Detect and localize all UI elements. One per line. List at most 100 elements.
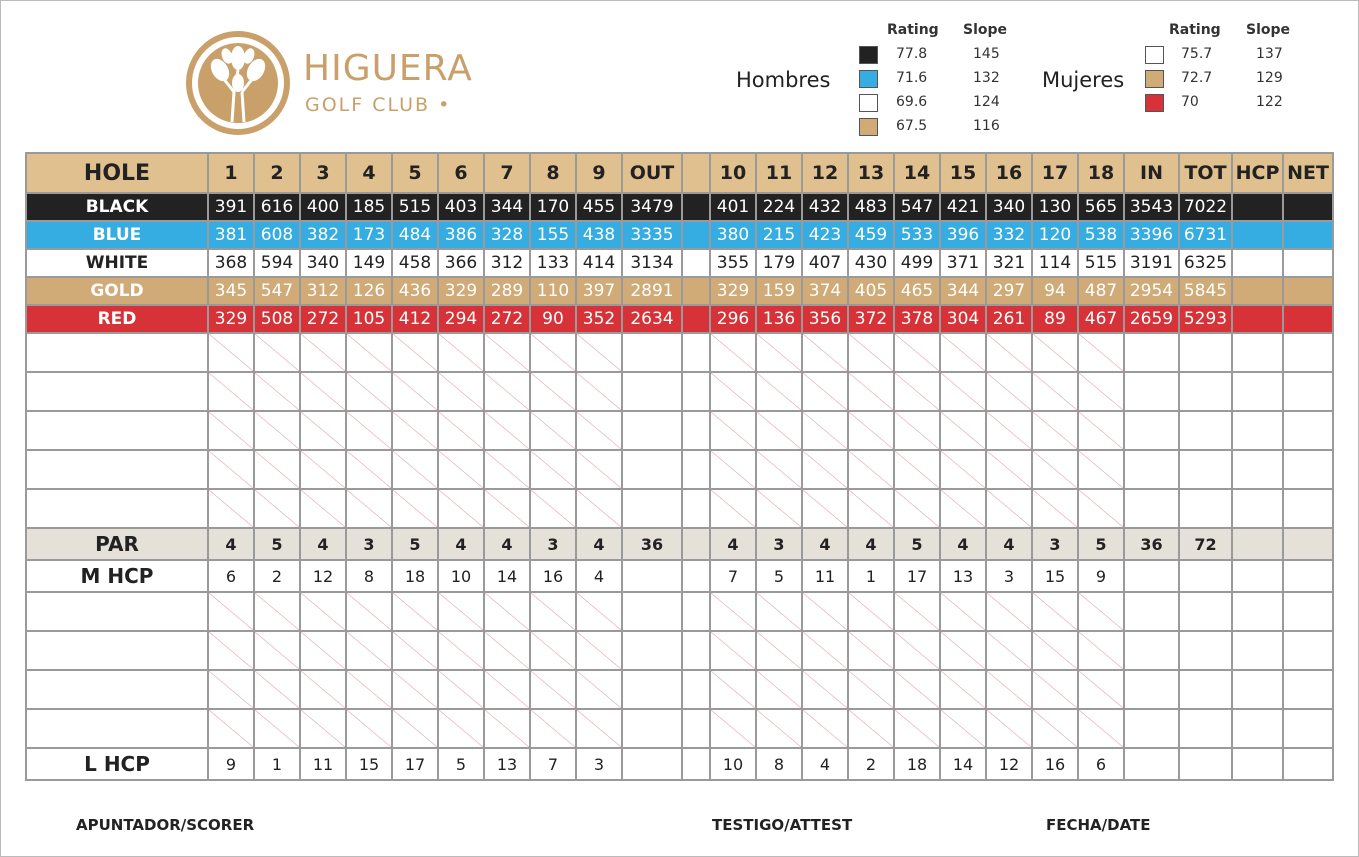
score-cell[interactable] <box>391 449 439 490</box>
score-cell[interactable] <box>1077 371 1125 412</box>
score-cell[interactable] <box>847 591 895 632</box>
score-cell[interactable] <box>529 332 577 373</box>
score-cell[interactable] <box>575 669 623 710</box>
hcp-score-cell[interactable] <box>1231 591 1284 632</box>
in-score-cell[interactable] <box>1123 332 1180 373</box>
score-cell[interactable] <box>207 630 255 671</box>
score-cell[interactable] <box>575 449 623 490</box>
score-cell[interactable] <box>207 449 255 490</box>
score-cell[interactable] <box>437 630 485 671</box>
score-cell[interactable] <box>575 332 623 373</box>
net-score-cell[interactable] <box>1282 630 1334 671</box>
score-cell[interactable] <box>985 669 1033 710</box>
score-cell[interactable] <box>939 371 987 412</box>
score-cell[interactable] <box>253 708 301 749</box>
score-cell[interactable] <box>755 371 803 412</box>
score-cell[interactable] <box>437 669 485 710</box>
score-cell[interactable] <box>985 332 1033 373</box>
score-cell[interactable] <box>847 410 895 451</box>
score-cell[interactable] <box>709 488 757 529</box>
score-cell[interactable] <box>299 488 347 529</box>
score-cell[interactable] <box>1077 410 1125 451</box>
score-cell[interactable] <box>437 449 485 490</box>
tot-score-cell[interactable] <box>1178 332 1233 373</box>
score-cell[interactable] <box>755 669 803 710</box>
score-cell[interactable] <box>709 449 757 490</box>
score-cell[interactable] <box>755 332 803 373</box>
score-cell[interactable] <box>893 449 941 490</box>
score-cell[interactable] <box>575 410 623 451</box>
score-cell[interactable] <box>253 449 301 490</box>
score-cell[interactable] <box>1031 371 1079 412</box>
score-cell[interactable] <box>847 669 895 710</box>
score-cell[interactable] <box>1031 449 1079 490</box>
score-cell[interactable] <box>847 332 895 373</box>
out-score-cell[interactable] <box>621 708 683 749</box>
net-score-cell[interactable] <box>1282 708 1334 749</box>
score-cell[interactable] <box>801 591 849 632</box>
hcp-score-cell[interactable] <box>1231 449 1284 490</box>
score-cell[interactable] <box>801 488 849 529</box>
score-cell[interactable] <box>575 488 623 529</box>
score-cell[interactable] <box>529 449 577 490</box>
score-cell[interactable] <box>345 488 393 529</box>
score-cell[interactable] <box>207 708 255 749</box>
score-cell[interactable] <box>483 332 531 373</box>
in-score-cell[interactable] <box>1123 410 1180 451</box>
score-cell[interactable] <box>575 371 623 412</box>
net-score-cell[interactable] <box>1282 669 1334 710</box>
score-cell[interactable] <box>299 449 347 490</box>
out-score-cell[interactable] <box>621 669 683 710</box>
in-score-cell[interactable] <box>1123 669 1180 710</box>
score-cell[interactable] <box>985 371 1033 412</box>
score-cell[interactable] <box>483 591 531 632</box>
score-cell[interactable] <box>893 332 941 373</box>
net-score-cell[interactable] <box>1282 449 1334 490</box>
score-cell[interactable] <box>801 708 849 749</box>
score-cell[interactable] <box>299 669 347 710</box>
player-name-cell[interactable] <box>25 630 209 671</box>
score-cell[interactable] <box>345 591 393 632</box>
score-cell[interactable] <box>847 371 895 412</box>
score-cell[interactable] <box>299 591 347 632</box>
tot-score-cell[interactable] <box>1178 371 1233 412</box>
score-cell[interactable] <box>1031 708 1079 749</box>
score-cell[interactable] <box>847 630 895 671</box>
score-cell[interactable] <box>483 488 531 529</box>
score-cell[interactable] <box>207 669 255 710</box>
score-cell[interactable] <box>207 591 255 632</box>
score-cell[interactable] <box>709 591 757 632</box>
player-name-cell[interactable] <box>25 371 209 412</box>
score-cell[interactable] <box>483 449 531 490</box>
score-cell[interactable] <box>437 591 485 632</box>
score-cell[interactable] <box>709 708 757 749</box>
score-cell[interactable] <box>939 591 987 632</box>
score-cell[interactable] <box>575 630 623 671</box>
in-score-cell[interactable] <box>1123 591 1180 632</box>
score-cell[interactable] <box>391 591 439 632</box>
score-cell[interactable] <box>529 371 577 412</box>
hcp-score-cell[interactable] <box>1231 708 1284 749</box>
score-cell[interactable] <box>755 630 803 671</box>
score-cell[interactable] <box>755 449 803 490</box>
score-cell[interactable] <box>893 410 941 451</box>
in-score-cell[interactable] <box>1123 371 1180 412</box>
score-cell[interactable] <box>391 371 439 412</box>
score-cell[interactable] <box>893 371 941 412</box>
player-name-cell[interactable] <box>25 449 209 490</box>
score-cell[interactable] <box>1031 591 1079 632</box>
score-cell[interactable] <box>709 410 757 451</box>
score-cell[interactable] <box>437 488 485 529</box>
player-name-cell[interactable] <box>25 708 209 749</box>
score-cell[interactable] <box>345 630 393 671</box>
score-cell[interactable] <box>801 410 849 451</box>
score-cell[interactable] <box>893 591 941 632</box>
score-cell[interactable] <box>483 708 531 749</box>
score-cell[interactable] <box>437 410 485 451</box>
score-cell[interactable] <box>253 669 301 710</box>
score-cell[interactable] <box>847 488 895 529</box>
score-cell[interactable] <box>985 591 1033 632</box>
score-cell[interactable] <box>207 410 255 451</box>
score-cell[interactable] <box>755 708 803 749</box>
score-cell[interactable] <box>299 630 347 671</box>
